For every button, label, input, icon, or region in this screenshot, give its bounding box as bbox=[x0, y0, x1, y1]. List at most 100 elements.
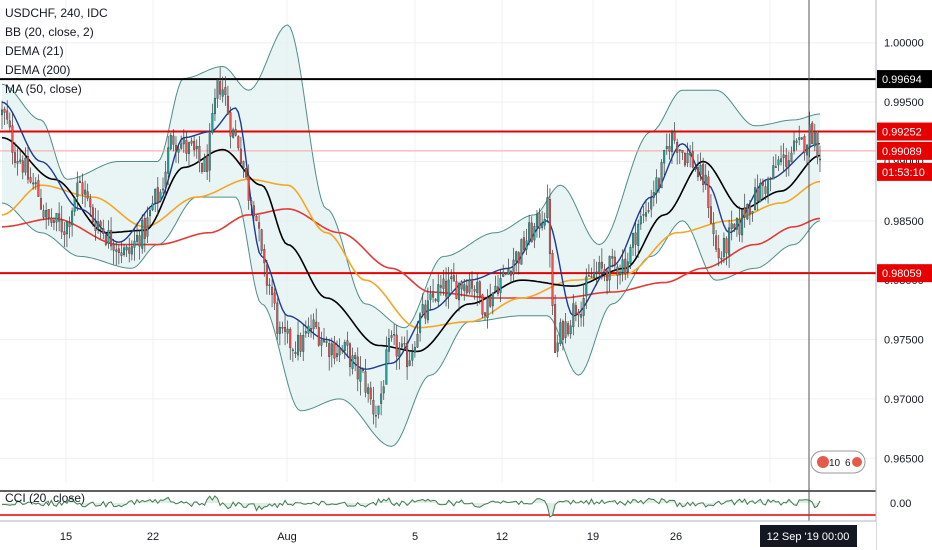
price-label-text[interactable]: 0.98059 bbox=[882, 268, 922, 280]
candle-body bbox=[761, 182, 764, 186]
price-label-text[interactable]: 01:53:10 bbox=[882, 167, 925, 179]
legend-bb[interactable]: BB (20, close, 2) bbox=[5, 25, 94, 39]
candle-body bbox=[42, 210, 45, 218]
candle-body bbox=[543, 219, 546, 226]
candle-body bbox=[704, 174, 707, 185]
candle-body bbox=[559, 322, 562, 345]
candle-body bbox=[611, 256, 614, 259]
candle-body bbox=[185, 140, 188, 154]
candle-body bbox=[21, 160, 24, 173]
candle-body bbox=[574, 305, 577, 315]
legend-symbol[interactable]: USDCHF, 240, IDC bbox=[5, 6, 108, 20]
candle-body bbox=[639, 216, 642, 225]
candle-body bbox=[458, 283, 461, 301]
price-label-text[interactable]: 0.99252 bbox=[882, 127, 922, 139]
candle-body bbox=[564, 321, 567, 338]
candle-body bbox=[32, 182, 35, 185]
candle-body bbox=[338, 347, 341, 356]
time-tick-label: 22 bbox=[147, 531, 159, 543]
candle-body bbox=[400, 343, 403, 348]
candle-body bbox=[13, 152, 16, 163]
candle-body bbox=[624, 258, 627, 275]
price-axis[interactable]: 1.000000.995000.990000.985000.980000.975… bbox=[875, 0, 932, 550]
candle-body bbox=[91, 207, 94, 223]
candle-body bbox=[746, 203, 749, 220]
legend-ma-50[interactable]: MA (50, close) bbox=[5, 82, 82, 96]
price-label-box[interactable] bbox=[877, 162, 932, 181]
candle-body bbox=[187, 142, 190, 154]
candle-body bbox=[572, 303, 575, 328]
price-label-box[interactable] bbox=[877, 141, 932, 160]
price-label-box[interactable] bbox=[877, 70, 932, 89]
candle-body bbox=[19, 159, 22, 162]
candle-body bbox=[491, 292, 494, 307]
candle-body bbox=[533, 226, 536, 241]
candle-body bbox=[110, 230, 113, 247]
candle-body bbox=[434, 298, 437, 301]
candle-body bbox=[8, 120, 11, 128]
legend-cci[interactable]: CCI (20, close) bbox=[5, 491, 86, 505]
candle-body bbox=[367, 387, 370, 394]
time-axis-bg bbox=[0, 521, 876, 550]
time-axis[interactable]: 1522Aug5121926Sep12 Sep '19 00:00 bbox=[0, 520, 876, 550]
candle-body bbox=[123, 247, 126, 255]
candle-body bbox=[258, 222, 261, 229]
candle-body bbox=[172, 135, 175, 145]
candle-body bbox=[174, 145, 177, 151]
candle-body bbox=[754, 187, 757, 211]
candle-body bbox=[613, 256, 616, 265]
candle-body bbox=[63, 231, 66, 236]
dema200-line bbox=[1, 136, 821, 353]
crosshair-time-box[interactable] bbox=[760, 525, 857, 547]
candle-body bbox=[239, 148, 242, 164]
candle-body bbox=[125, 246, 128, 251]
candle-body bbox=[730, 223, 733, 229]
candle-body bbox=[715, 235, 718, 250]
candle-body bbox=[271, 286, 274, 295]
candle-body bbox=[593, 272, 596, 278]
candle-body bbox=[143, 218, 146, 239]
candle-body bbox=[416, 333, 419, 348]
legend-dema-21[interactable]: DEMA (21) bbox=[5, 44, 64, 58]
candle-body bbox=[278, 326, 281, 334]
candle-body bbox=[89, 198, 92, 208]
candle-body bbox=[78, 180, 81, 184]
candle-body bbox=[455, 281, 458, 299]
candle-body bbox=[156, 187, 159, 203]
candle-body bbox=[177, 148, 180, 153]
candle-body bbox=[774, 166, 777, 168]
candle-body bbox=[284, 326, 287, 332]
candle-body bbox=[0, 109, 4, 116]
candle-body bbox=[507, 268, 510, 275]
candle-body bbox=[657, 178, 661, 189]
candle-body bbox=[291, 349, 294, 352]
candle-body bbox=[528, 222, 531, 242]
candle-body bbox=[307, 325, 310, 334]
candle-body bbox=[725, 238, 728, 254]
candle-body bbox=[619, 271, 622, 276]
candle-body bbox=[6, 110, 9, 120]
candle-body bbox=[304, 331, 307, 334]
price-label-box[interactable] bbox=[877, 264, 932, 283]
candle-body bbox=[34, 182, 37, 185]
price-label-text[interactable]: 0.99089 bbox=[882, 146, 922, 158]
candle-body bbox=[473, 289, 476, 292]
candle-body bbox=[26, 156, 29, 180]
price-label-text[interactable]: 0.99694 bbox=[882, 74, 922, 86]
candle-body bbox=[642, 214, 645, 216]
moving-average-overlays bbox=[1, 101, 821, 370]
legend-dema-200[interactable]: DEMA (200) bbox=[5, 63, 71, 77]
economic-events-icon[interactable]: 10 6 bbox=[810, 450, 866, 474]
bb-upper-line bbox=[1, 24, 821, 329]
candle-body bbox=[216, 79, 219, 99]
time-tick-label: 26 bbox=[670, 531, 682, 543]
candle-body bbox=[37, 180, 40, 197]
crosshair-time-label[interactable]: 12 Sep '19 00:00 bbox=[767, 531, 850, 543]
candle-body bbox=[696, 167, 699, 177]
candle-body bbox=[356, 356, 359, 380]
candle-body bbox=[795, 140, 798, 143]
price-label-box[interactable] bbox=[877, 122, 932, 141]
candle-body bbox=[806, 144, 809, 156]
candle-body bbox=[738, 219, 741, 235]
candle-body bbox=[221, 89, 224, 97]
